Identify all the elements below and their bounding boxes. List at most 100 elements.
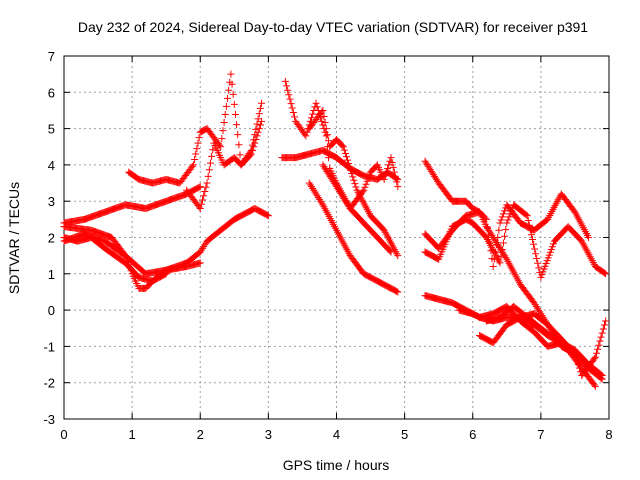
data-point <box>201 241 209 249</box>
series-track-3 <box>60 223 170 292</box>
data-point <box>250 143 258 151</box>
data-point <box>246 148 254 156</box>
data-point <box>362 180 370 188</box>
data-point <box>208 152 216 160</box>
data-point <box>281 77 289 85</box>
data-point <box>209 146 217 154</box>
y-tick-label: 6 <box>48 85 55 100</box>
data-point <box>201 188 209 196</box>
x-tick-label: 8 <box>605 427 612 442</box>
data-point <box>382 168 390 176</box>
data-point <box>263 211 271 219</box>
data-point <box>502 254 510 262</box>
data-point <box>342 153 350 161</box>
data-point <box>530 299 538 307</box>
data-point <box>199 196 207 204</box>
data-point <box>381 172 389 180</box>
data-point <box>285 91 293 99</box>
data-point <box>346 163 354 171</box>
data-point <box>340 146 348 154</box>
data-point <box>287 100 295 108</box>
data-point <box>264 212 272 220</box>
data-point <box>533 254 541 262</box>
data-point <box>535 264 543 272</box>
data-point <box>122 255 130 263</box>
data-point <box>320 113 328 120</box>
data-point <box>284 86 292 94</box>
data-point <box>195 134 203 142</box>
data-point <box>231 110 239 118</box>
data-point <box>486 228 494 236</box>
data-point <box>317 197 325 205</box>
data-point <box>286 95 294 103</box>
data-point <box>497 216 505 224</box>
data-point <box>386 247 394 255</box>
data-point <box>126 264 134 272</box>
data-points <box>60 70 610 390</box>
y-tick-label: 7 <box>48 49 55 64</box>
data-point <box>313 103 321 111</box>
x-tick-label: 3 <box>265 427 272 442</box>
y-axis-label: SDTVAR / TECUs <box>6 182 22 294</box>
data-point <box>597 333 605 341</box>
data-point <box>318 108 326 116</box>
data-point <box>256 104 264 112</box>
data-point <box>594 345 602 353</box>
data-point <box>205 166 213 174</box>
data-point <box>349 173 357 181</box>
data-point <box>124 258 132 266</box>
data-point <box>593 349 601 357</box>
data-point <box>497 252 505 260</box>
data-point <box>350 176 358 184</box>
data-point <box>495 226 503 234</box>
data-point <box>393 178 401 186</box>
data-point <box>364 174 372 182</box>
data-point <box>506 210 514 218</box>
data-point <box>120 250 128 258</box>
data-point <box>302 132 310 140</box>
data-point <box>220 119 228 127</box>
data-point <box>221 110 229 118</box>
data-point <box>528 235 536 243</box>
data-point <box>534 259 542 267</box>
data-point <box>193 145 201 153</box>
x-tick-label: 4 <box>333 427 340 442</box>
data-point <box>251 131 259 139</box>
data-point <box>289 108 297 116</box>
data-point <box>384 165 392 173</box>
data-point <box>225 86 233 94</box>
data-point <box>310 186 318 194</box>
data-point <box>352 183 360 191</box>
data-point <box>531 245 539 253</box>
data-point <box>389 163 397 171</box>
y-tick-label: 5 <box>48 122 55 137</box>
data-point <box>394 252 402 260</box>
data-point <box>234 131 242 139</box>
y-tick-label: -3 <box>43 412 55 427</box>
data-point <box>496 219 504 227</box>
data-point <box>522 211 530 219</box>
data-point <box>315 195 323 203</box>
data-point <box>253 120 261 128</box>
data-point <box>590 355 598 363</box>
data-point <box>387 154 395 162</box>
data-point <box>196 183 204 191</box>
data-point <box>222 102 230 110</box>
data-point <box>360 186 368 194</box>
data-point <box>493 241 501 249</box>
data-point <box>283 82 291 90</box>
data-point <box>596 337 604 345</box>
chart-title: Day 232 of 2024, Sidereal Day-to-day VTE… <box>78 19 588 35</box>
series-track-11 <box>319 161 395 256</box>
data-point <box>125 261 133 269</box>
data-point <box>219 127 227 135</box>
data-point <box>494 234 502 241</box>
data-point <box>196 204 204 212</box>
data-point <box>224 94 231 102</box>
data-point <box>498 246 506 254</box>
data-point <box>507 207 515 215</box>
data-point <box>499 210 507 218</box>
data-point <box>199 244 207 252</box>
data-point <box>325 154 333 162</box>
data-point <box>591 382 599 390</box>
